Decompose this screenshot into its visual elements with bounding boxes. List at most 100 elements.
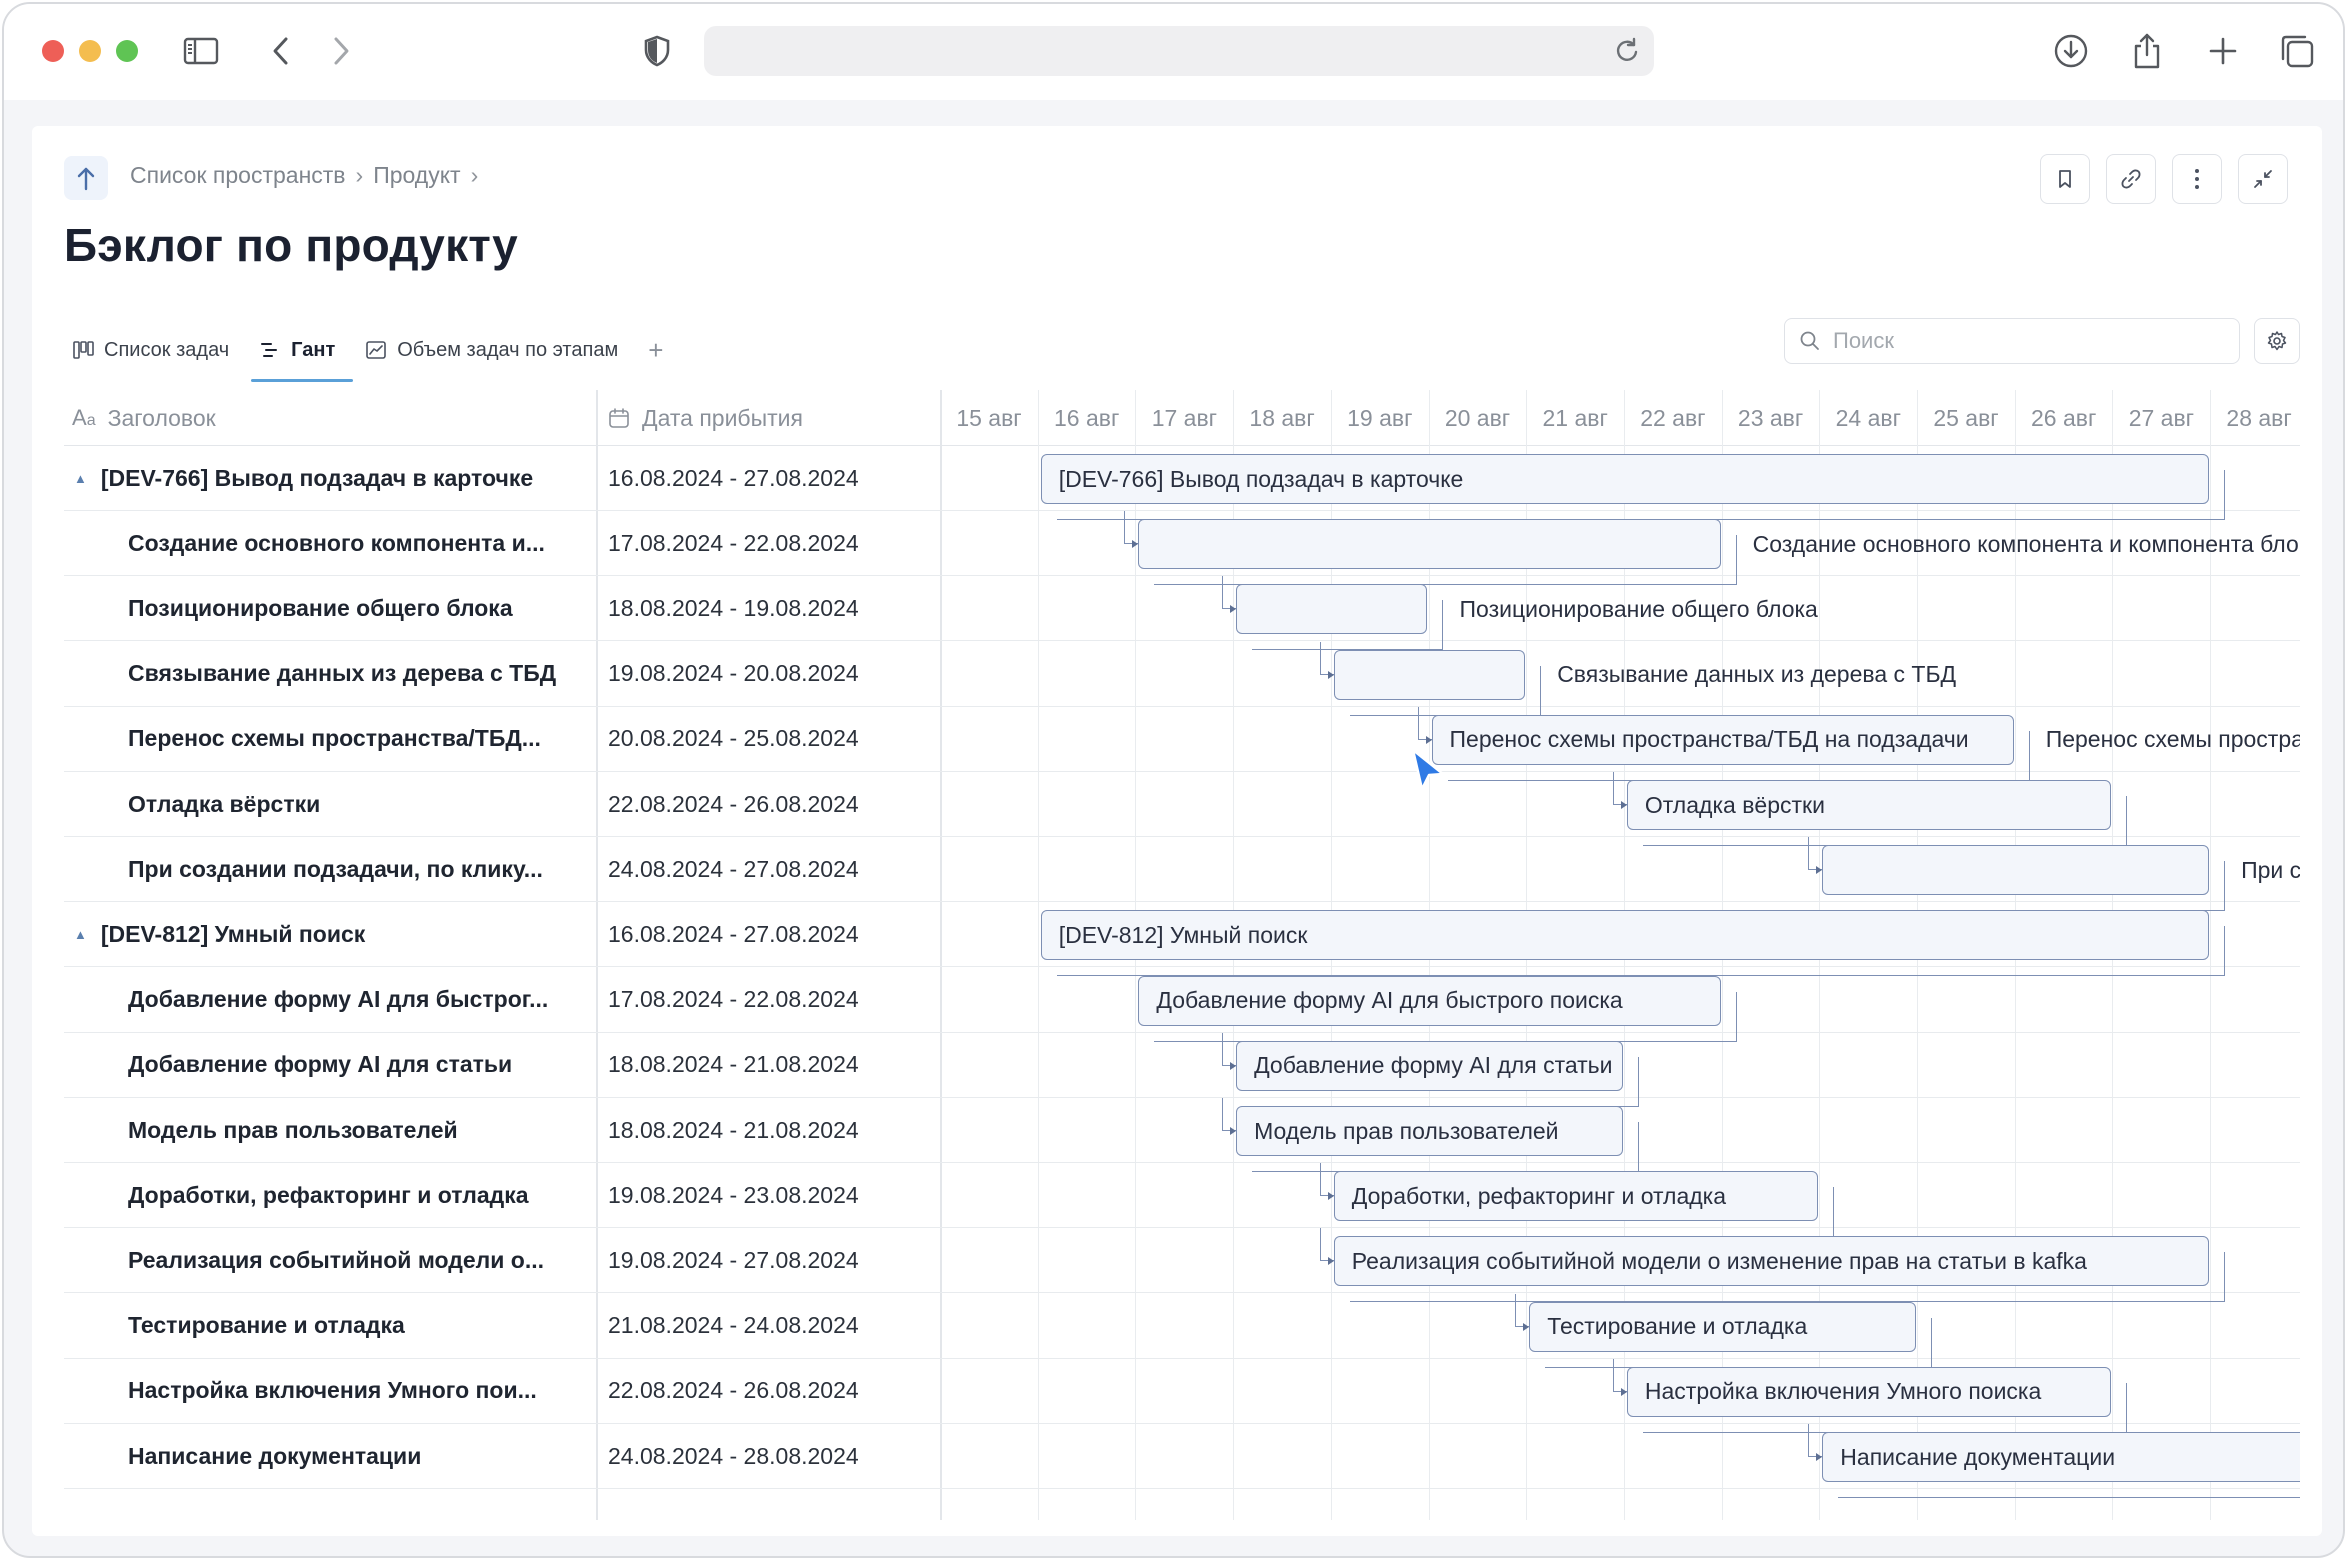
dependency-arrow-icon bbox=[1620, 801, 1627, 809]
bookmark-button[interactable] bbox=[2040, 154, 2090, 204]
gantt-bar-label: Создание основного компонента и компонен… bbox=[1752, 530, 2299, 557]
collapse-button[interactable] bbox=[2238, 154, 2288, 204]
column-divider[interactable] bbox=[596, 390, 598, 1520]
table-row[interactable]: Перенос схемы пространства/ТБД... 20.08.2… bbox=[64, 707, 2300, 772]
app-card: Список пространств › Продукт › Бэклог по… bbox=[32, 126, 2322, 1536]
gantt-bar[interactable] bbox=[1822, 1432, 2300, 1482]
gantt-bar[interactable] bbox=[1333, 1236, 2210, 1287]
search-input[interactable] bbox=[1833, 328, 2213, 354]
dependency-connector bbox=[1222, 1098, 1237, 1131]
task-title[interactable]: Добавление форму AI для статьи bbox=[128, 1033, 512, 1097]
gantt-bar[interactable] bbox=[1431, 714, 2014, 765]
share-icon[interactable] bbox=[2126, 30, 2168, 72]
task-title[interactable]: Написание документации bbox=[128, 1424, 421, 1488]
task-title[interactable]: Отладка вёрстки bbox=[128, 772, 320, 836]
close-window-button[interactable] bbox=[42, 40, 64, 62]
sidebar-toggle-icon[interactable] bbox=[180, 30, 222, 72]
gantt-bar-label: Доработки, рефакторинг и отладка bbox=[1351, 1182, 1727, 1209]
table-row[interactable]: Доработки, рефакторинг и отладка 19.08.20… bbox=[64, 1163, 2300, 1229]
task-title[interactable]: Реализация событийной модели о... bbox=[128, 1228, 544, 1292]
gantt-bar[interactable] bbox=[1626, 1366, 2112, 1417]
collapse-caret-icon[interactable]: ▲ bbox=[74, 926, 87, 942]
back-icon[interactable] bbox=[260, 30, 302, 72]
breadcrumb-spaces-link[interactable]: Список пространств bbox=[130, 162, 346, 188]
task-title[interactable]: Модель прав пользователей bbox=[128, 1098, 458, 1162]
more-options-button[interactable] bbox=[2172, 154, 2222, 204]
day-header: 15 авг bbox=[956, 404, 1022, 431]
table-row[interactable]: Модель прав пользователей 18.08.2024 - 21… bbox=[64, 1098, 2300, 1163]
task-title[interactable]: Создание основного компонента и... bbox=[128, 511, 545, 575]
table-row[interactable]: Написание документации 24.08.2024 - 28.08… bbox=[64, 1424, 2300, 1489]
date-column-header[interactable]: Дата прибытия bbox=[608, 390, 803, 446]
gantt-bar[interactable] bbox=[1236, 1106, 1623, 1156]
table-row[interactable]: При создании подзадачи, по клику... 24.08… bbox=[64, 837, 2300, 903]
add-tab-button[interactable]: + bbox=[648, 334, 664, 365]
tab-volume-by-stage[interactable]: Объем задач по этапам bbox=[365, 328, 632, 372]
tab-task-list[interactable]: Список задач bbox=[72, 328, 243, 372]
reload-icon[interactable] bbox=[1612, 36, 1642, 66]
arrival-dates: 24.08.2024 - 28.08.2024 bbox=[608, 1442, 859, 1469]
task-title[interactable]: Связывание данных из дерева с ТБД bbox=[128, 642, 556, 706]
download-icon[interactable] bbox=[2050, 30, 2092, 72]
row-title-text: Связывание данных из дерева с ТБД bbox=[128, 660, 557, 687]
group-title[interactable]: ▲ [DEV-766] Вывод подзадач в карточке bbox=[74, 446, 533, 510]
copy-link-button[interactable] bbox=[2106, 154, 2156, 204]
address-bar[interactable] bbox=[704, 26, 1654, 76]
tabs-overview-icon[interactable] bbox=[2276, 30, 2318, 72]
dependency-arrow-icon bbox=[1523, 1322, 1530, 1331]
breadcrumb-product-link[interactable]: Продукт bbox=[373, 162, 461, 188]
table-row[interactable]: ▲ [DEV-766] Вывод подзадач в карточке 16.0… bbox=[64, 446, 2300, 511]
day-header: 19 авг bbox=[1347, 404, 1413, 431]
gantt-bar[interactable] bbox=[1040, 454, 2210, 504]
gantt-bar[interactable] bbox=[1333, 649, 1526, 700]
day-gridline bbox=[2210, 390, 2212, 1520]
task-title[interactable]: Тестирование и отладка bbox=[128, 1294, 405, 1358]
task-title[interactable]: Доработки, рефакторинг и отладка bbox=[128, 1163, 529, 1227]
new-tab-icon[interactable] bbox=[2202, 30, 2244, 72]
minimize-window-button[interactable] bbox=[79, 40, 101, 62]
settings-button[interactable] bbox=[2254, 318, 2300, 364]
task-title[interactable]: Перенос схемы пространства/ТБД... bbox=[128, 707, 541, 771]
gear-icon bbox=[2267, 331, 2287, 351]
table-row[interactable]: Добавление форму AI для быстрог... 17.08.… bbox=[64, 968, 2300, 1033]
gantt-bar[interactable] bbox=[1626, 780, 2112, 830]
maximize-window-button[interactable] bbox=[116, 40, 138, 62]
dependency-connector bbox=[1319, 1163, 1334, 1197]
row-title-text: Добавление форму AI для быстрог... bbox=[128, 986, 549, 1013]
table-row[interactable]: ▲ [DEV-812] Умный поиск 16.08.2024 - 27.08… bbox=[64, 902, 2300, 968]
column-divider[interactable] bbox=[940, 390, 942, 1520]
search-field[interactable] bbox=[1784, 318, 2240, 364]
shield-icon[interactable] bbox=[636, 30, 678, 72]
table-row[interactable]: Тестирование и отладка 21.08.2024 - 24.08… bbox=[64, 1294, 2300, 1359]
table-row[interactable]: Реализация событийной модели о... 19.08.2… bbox=[64, 1228, 2300, 1294]
group-title[interactable]: ▲ [DEV-812] Умный поиск bbox=[74, 902, 365, 966]
task-title[interactable]: При создании подзадачи, по клику... bbox=[128, 837, 543, 901]
gantt-bar[interactable] bbox=[1236, 584, 1428, 635]
table-row[interactable]: Создание основного компонента и... 17.08.… bbox=[64, 511, 2300, 577]
collapse-caret-icon[interactable]: ▲ bbox=[74, 470, 87, 486]
gantt-bar[interactable] bbox=[1529, 1301, 1916, 1352]
gantt-bar[interactable] bbox=[1138, 519, 1721, 570]
gantt-bar[interactable] bbox=[1138, 975, 1721, 1026]
day-header: 28 авг bbox=[2226, 404, 2292, 431]
dependency-connector bbox=[1808, 1424, 1823, 1457]
gantt-bar[interactable] bbox=[1236, 1040, 1623, 1091]
task-title[interactable]: Позиционирование общего блока bbox=[128, 576, 513, 640]
table-row[interactable]: Настройка включения Умного пои... 22.08.2… bbox=[64, 1359, 2300, 1424]
table-row[interactable]: Позиционирование общего блока 18.08.2024 … bbox=[64, 576, 2300, 642]
task-title[interactable]: Настройка включения Умного пои... bbox=[128, 1359, 537, 1423]
go-up-button[interactable] bbox=[64, 156, 108, 200]
table-row[interactable]: Добавление форму AI для статьи 18.08.2024… bbox=[64, 1033, 2300, 1098]
gantt-bar[interactable] bbox=[1333, 1171, 1819, 1222]
task-title[interactable]: Добавление форму AI для быстрог... bbox=[128, 968, 548, 1032]
tab-gantt[interactable]: Гант bbox=[251, 328, 354, 382]
day-header: 25 авг bbox=[1933, 404, 1999, 431]
gantt-bar[interactable] bbox=[1822, 845, 2210, 896]
table-row[interactable]: Отладка вёрстки 22.08.2024 - 26.08.2024 bbox=[64, 772, 2300, 837]
table-row[interactable]: Связывание данных из дерева с ТБД 19.08.2… bbox=[64, 642, 2300, 707]
title-column-header[interactable]: Aa Заголовок bbox=[72, 390, 216, 446]
bar-shadow bbox=[1154, 535, 1737, 586]
row-title-text: Тестирование и отладка bbox=[128, 1312, 405, 1339]
forward-icon[interactable] bbox=[320, 30, 362, 72]
gantt-bar[interactable] bbox=[1040, 910, 2210, 961]
